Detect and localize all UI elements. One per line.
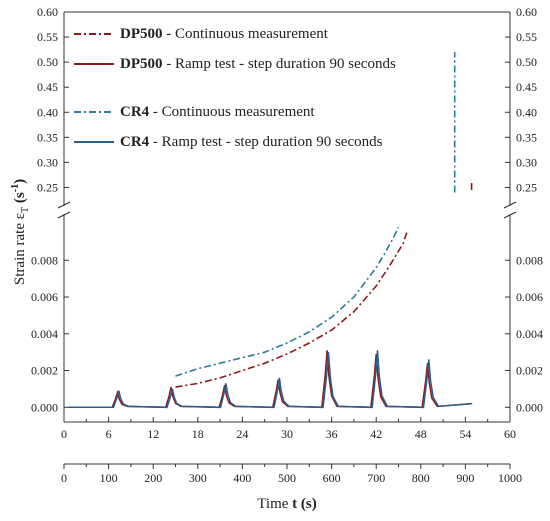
axis-break-mark: [57, 201, 71, 209]
y-tick-label: 0.30: [516, 155, 537, 169]
x-bottom-tick-label: 700: [367, 471, 385, 485]
x-mid-tick-label: 6: [106, 427, 112, 441]
x-bottom-tick-label: 200: [144, 471, 162, 485]
y-tick-label: 0.60: [37, 5, 58, 19]
x-mid-tick-label: 42: [370, 427, 382, 441]
y-tick-label: 0.40: [516, 105, 537, 119]
x-mid-tick-label: 12: [147, 427, 159, 441]
y-tick-label: 0.45: [516, 80, 537, 94]
legend-entry: CR4 - Continuous measurement: [120, 104, 315, 120]
x-bottom-tick-label: 0: [61, 471, 67, 485]
y-tick-label: 0.008: [516, 253, 543, 267]
x-mid-tick-label: 36: [326, 427, 338, 441]
legend-entry-bold: DP500: [120, 56, 163, 72]
legend-entry: DP500 - Ramp test - step duration 90 sec…: [120, 56, 396, 72]
axis-break-mark: [57, 211, 71, 219]
x-bottom-tick-label: 500: [278, 471, 296, 485]
x-mid-tick-label: 60: [504, 427, 516, 441]
y-label-unit-close: ): [12, 179, 28, 184]
series-line: [175, 230, 409, 388]
y-tick-label: 0.50: [516, 55, 537, 69]
legend-entry: CR4 - Ramp test - step duration 90 secon…: [120, 134, 383, 150]
x-mid-tick-label: 24: [236, 427, 248, 441]
x-axis-seconds-per-step: 0 6 12 18 24 30 36 42 48 54 60: [61, 417, 516, 441]
y-tick-label: 0.35: [37, 130, 58, 144]
y-tick-label: 0.000: [31, 400, 58, 414]
y-tick-label: 0.55: [516, 30, 537, 44]
x-label-prefix: Time: [257, 496, 292, 512]
y-tick-label: 0.004: [516, 327, 543, 341]
legend-entry-text: - Continuous measurement: [163, 26, 329, 42]
series-line: [175, 226, 400, 377]
legend-entry-text: - Ramp test - step duration 90 seconds: [163, 56, 396, 72]
x-axis-label: Time t (s): [257, 496, 316, 512]
axis-break-mark: [503, 211, 517, 219]
series-line: [68, 350, 473, 409]
y-axis-lower-right: 0.000 0.002 0.004 0.006 0.008: [505, 253, 543, 414]
legend-entry-bold: CR4: [120, 134, 150, 150]
x-bottom-tick-label: 400: [233, 471, 251, 485]
x-mid-tick-label: 0: [61, 427, 67, 441]
y-tick-label: 0.002: [516, 364, 543, 378]
y-tick-label: 0.008: [31, 253, 58, 267]
plot-frame: [57, 11, 517, 465]
x-mid-tick-label: 30: [281, 427, 293, 441]
x-bottom-tick-label: 600: [323, 471, 341, 485]
series-layer: [68, 52, 473, 409]
x-bottom-tick-label: 300: [189, 471, 207, 485]
y-tick-label: 0.50: [37, 55, 58, 69]
legend-entry-bold: CR4: [120, 104, 150, 120]
y-tick-label: 0.002: [31, 364, 58, 378]
x-mid-tick-label: 18: [192, 427, 204, 441]
x-mid-tick-label: 54: [459, 427, 471, 441]
y-tick-label: 0.25: [37, 180, 58, 194]
y-tick-label: 0.60: [516, 5, 537, 19]
legend-entry-text: - Continuous measurement: [149, 104, 315, 120]
x-mid-tick-label: 48: [415, 427, 427, 441]
series-line: [68, 350, 473, 409]
y-axis-label: Strain rate εT (s-1): [10, 179, 31, 285]
axis-break-mark: [503, 201, 517, 209]
y-label-unit-sup: -1: [10, 184, 21, 192]
y-axis-upper-right: 0.25 0.30 0.35 0.40 0.45 0.50 0.55 0.60: [505, 5, 537, 194]
y-tick-label: 0.25: [516, 180, 537, 194]
y-label-subscript: T: [20, 207, 31, 213]
y-tick-label: 0.35: [516, 130, 537, 144]
x-bottom-tick-label: 100: [100, 471, 118, 485]
y-tick-label: 0.000: [516, 400, 543, 414]
y-tick-label: 0.004: [31, 327, 58, 341]
x-bottom-tick-label: 1000: [498, 471, 522, 485]
y-tick-label: 0.006: [516, 290, 543, 304]
y-label-prefix: Strain rate ε: [12, 213, 28, 285]
y-axis-upper-left: 0.25 0.30 0.35 0.40 0.45 0.50 0.55 0.60: [37, 5, 69, 194]
x-bottom-tick-label: 800: [412, 471, 430, 485]
legend-entry-bold: DP500: [120, 26, 163, 42]
y-tick-label: 0.30: [37, 155, 58, 169]
x-bottom-tick-label: 900: [456, 471, 474, 485]
y-tick-label: 0.45: [37, 80, 58, 94]
y-tick-label: 0.40: [37, 105, 58, 119]
legend-entry-text: - Ramp test - step duration 90 seconds: [149, 134, 382, 150]
y-axis-lower-left: 0.000 0.002 0.004 0.006 0.008: [31, 253, 69, 414]
x-axis-time: 0 100 200 300 400 500 600 700 800 900 1000: [61, 464, 522, 485]
x-label-bold: t (s): [292, 496, 317, 512]
legend-entry: DP500 - Continuous measurement: [120, 26, 329, 42]
y-tick-label: 0.006: [31, 290, 58, 304]
y-tick-label: 0.55: [37, 30, 58, 44]
y-label-unit-open: (s: [12, 192, 28, 203]
